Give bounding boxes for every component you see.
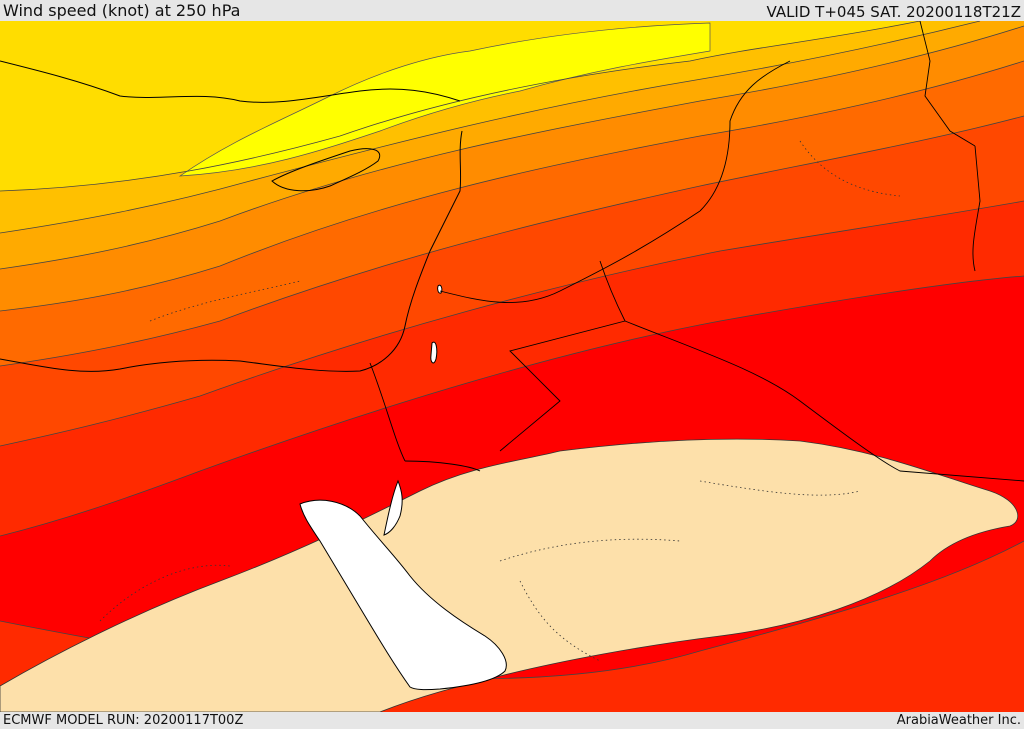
footer-bar: ECMWF MODEL RUN: 20200117T00Z ArabiaWeat… [0, 712, 1024, 729]
map-canvas [0, 21, 1024, 712]
cyprus [271, 148, 381, 192]
jet-core-region [0, 438, 1019, 712]
credit-label: ArabiaWeather Inc. [896, 713, 1021, 728]
mediterranean-coast [0, 130, 463, 372]
band-light-yellow [178, 22, 711, 177]
gulf-of-aqaba [383, 479, 403, 536]
country-borders [369, 21, 1024, 482]
valid-time-label: VALID T+045 SAT. 20200118T21Z [766, 3, 1021, 21]
dead-sea [430, 341, 438, 364]
turkey-coast [0, 60, 461, 103]
weather-map [0, 21, 1024, 712]
province-borders [99, 140, 901, 662]
header-bar: Wind speed (knot) at 250 hPa VALID T+045… [0, 0, 1024, 21]
map-title: Wind speed (knot) at 250 hPa [3, 1, 241, 20]
sea-of-galilee [437, 284, 443, 294]
speed-contours [0, 21, 1024, 680]
model-run-label: ECMWF MODEL RUN: 20200117T00Z [3, 713, 244, 728]
red-sea [299, 499, 507, 691]
